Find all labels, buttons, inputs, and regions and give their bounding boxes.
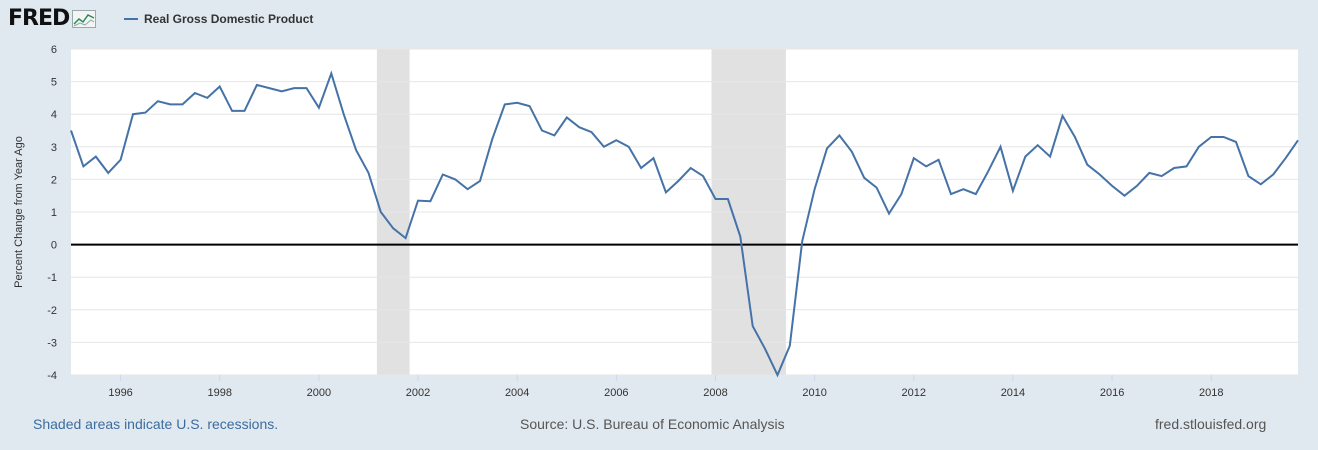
logo-text: FRED [8, 6, 70, 31]
x-axis-ticks: 1996 1998 2000 2002 2004 2006 2008 2010 2012 2014… [108, 375, 1223, 399]
x-tick-label: 2008 [703, 387, 727, 399]
y-tick-label: -2 [47, 305, 57, 317]
y-tick-label: 4 [51, 109, 57, 121]
x-tick-label: 2016 [1100, 387, 1124, 399]
x-tick-label: 2006 [604, 387, 628, 399]
y-axis-ticks: 6 5 4 3 2 1 0 -1 -2 -3 -4 [47, 44, 57, 382]
y-tick-label: 6 [51, 44, 57, 56]
x-tick-label: 1998 [207, 387, 231, 399]
legend-swatch [124, 18, 138, 20]
y-tick-label: 0 [51, 240, 57, 252]
y-tick-label: 1 [51, 207, 57, 219]
recession-note[interactable]: Shaded areas indicate U.S. recessions. [33, 416, 279, 432]
gridlines [71, 48, 1298, 376]
x-tick-label: 2018 [1199, 387, 1223, 399]
x-tick-label: 2000 [307, 387, 331, 399]
y-tick-label: 2 [51, 174, 57, 186]
y-tick-label: 5 [51, 77, 57, 89]
x-tick-label: 2012 [902, 387, 926, 399]
chart-legend: Real Gross Domestic Product [124, 12, 313, 26]
line-chart: 6 5 4 3 2 1 0 -1 -2 -3 -4 1996 1998 2000 2002 2004 2006… [13, 44, 1299, 399]
y-tick-label: 3 [51, 142, 57, 154]
y-tick-label: -1 [47, 272, 57, 284]
series-line-real-gdp [70, 70, 1299, 378]
chart-header: FRED Real Gross Domestic Product [0, 0, 1318, 40]
fred-logo[interactable]: FRED [8, 6, 97, 31]
x-tick-label: 2010 [802, 387, 826, 399]
chart-line-icon [72, 9, 97, 28]
x-tick-label: 1996 [108, 387, 132, 399]
y-tick-label: -4 [47, 370, 57, 382]
source-note: Source: U.S. Bureau of Economic Analysis [520, 416, 785, 432]
legend-label: Real Gross Domestic Product [144, 12, 314, 26]
website-link[interactable]: fred.stlouisfed.org [1155, 416, 1267, 432]
x-tick-label: 2002 [406, 387, 430, 399]
y-tick-label: -3 [47, 337, 57, 349]
x-tick-label: 2004 [505, 387, 529, 399]
x-tick-label: 2014 [1001, 387, 1025, 399]
y-axis-label: Percent Change from Year Ago [13, 136, 25, 288]
